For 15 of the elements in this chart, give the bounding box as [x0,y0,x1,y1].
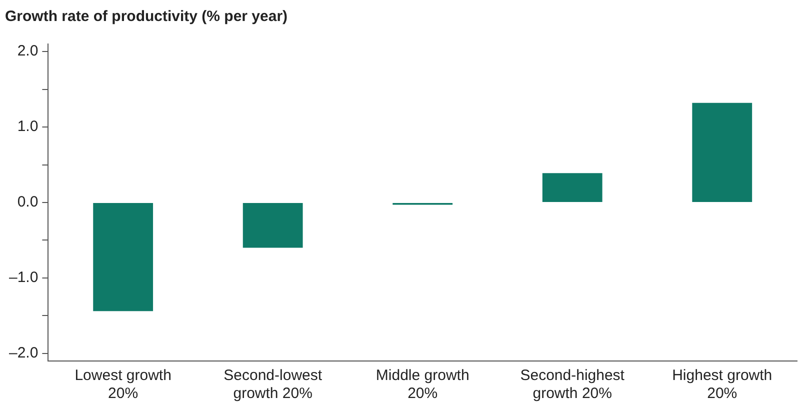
x-tick-label: Second-highest growth 20% [520,367,626,402]
y-tick-label: –1.0 [8,269,38,286]
x-tick-label: Highest growth 20% [672,367,772,402]
bar [242,203,303,248]
y-tick-label: 2.0 [17,42,38,60]
y-tick-label: 1.0 [17,118,38,136]
bar [542,173,602,202]
x-tick-label: Middle growth 20% [376,367,470,402]
chart-title: Growth rate of productivity (% per year) [5,8,288,26]
y-tick-label: 0.0 [17,194,38,211]
bar [692,102,752,202]
bar [93,203,154,312]
x-tick-label: Lowest growth 20% [74,367,172,402]
y-tick-label: –2.0 [8,344,38,362]
x-tick-label: Second-lowest growth 20% [224,367,323,402]
